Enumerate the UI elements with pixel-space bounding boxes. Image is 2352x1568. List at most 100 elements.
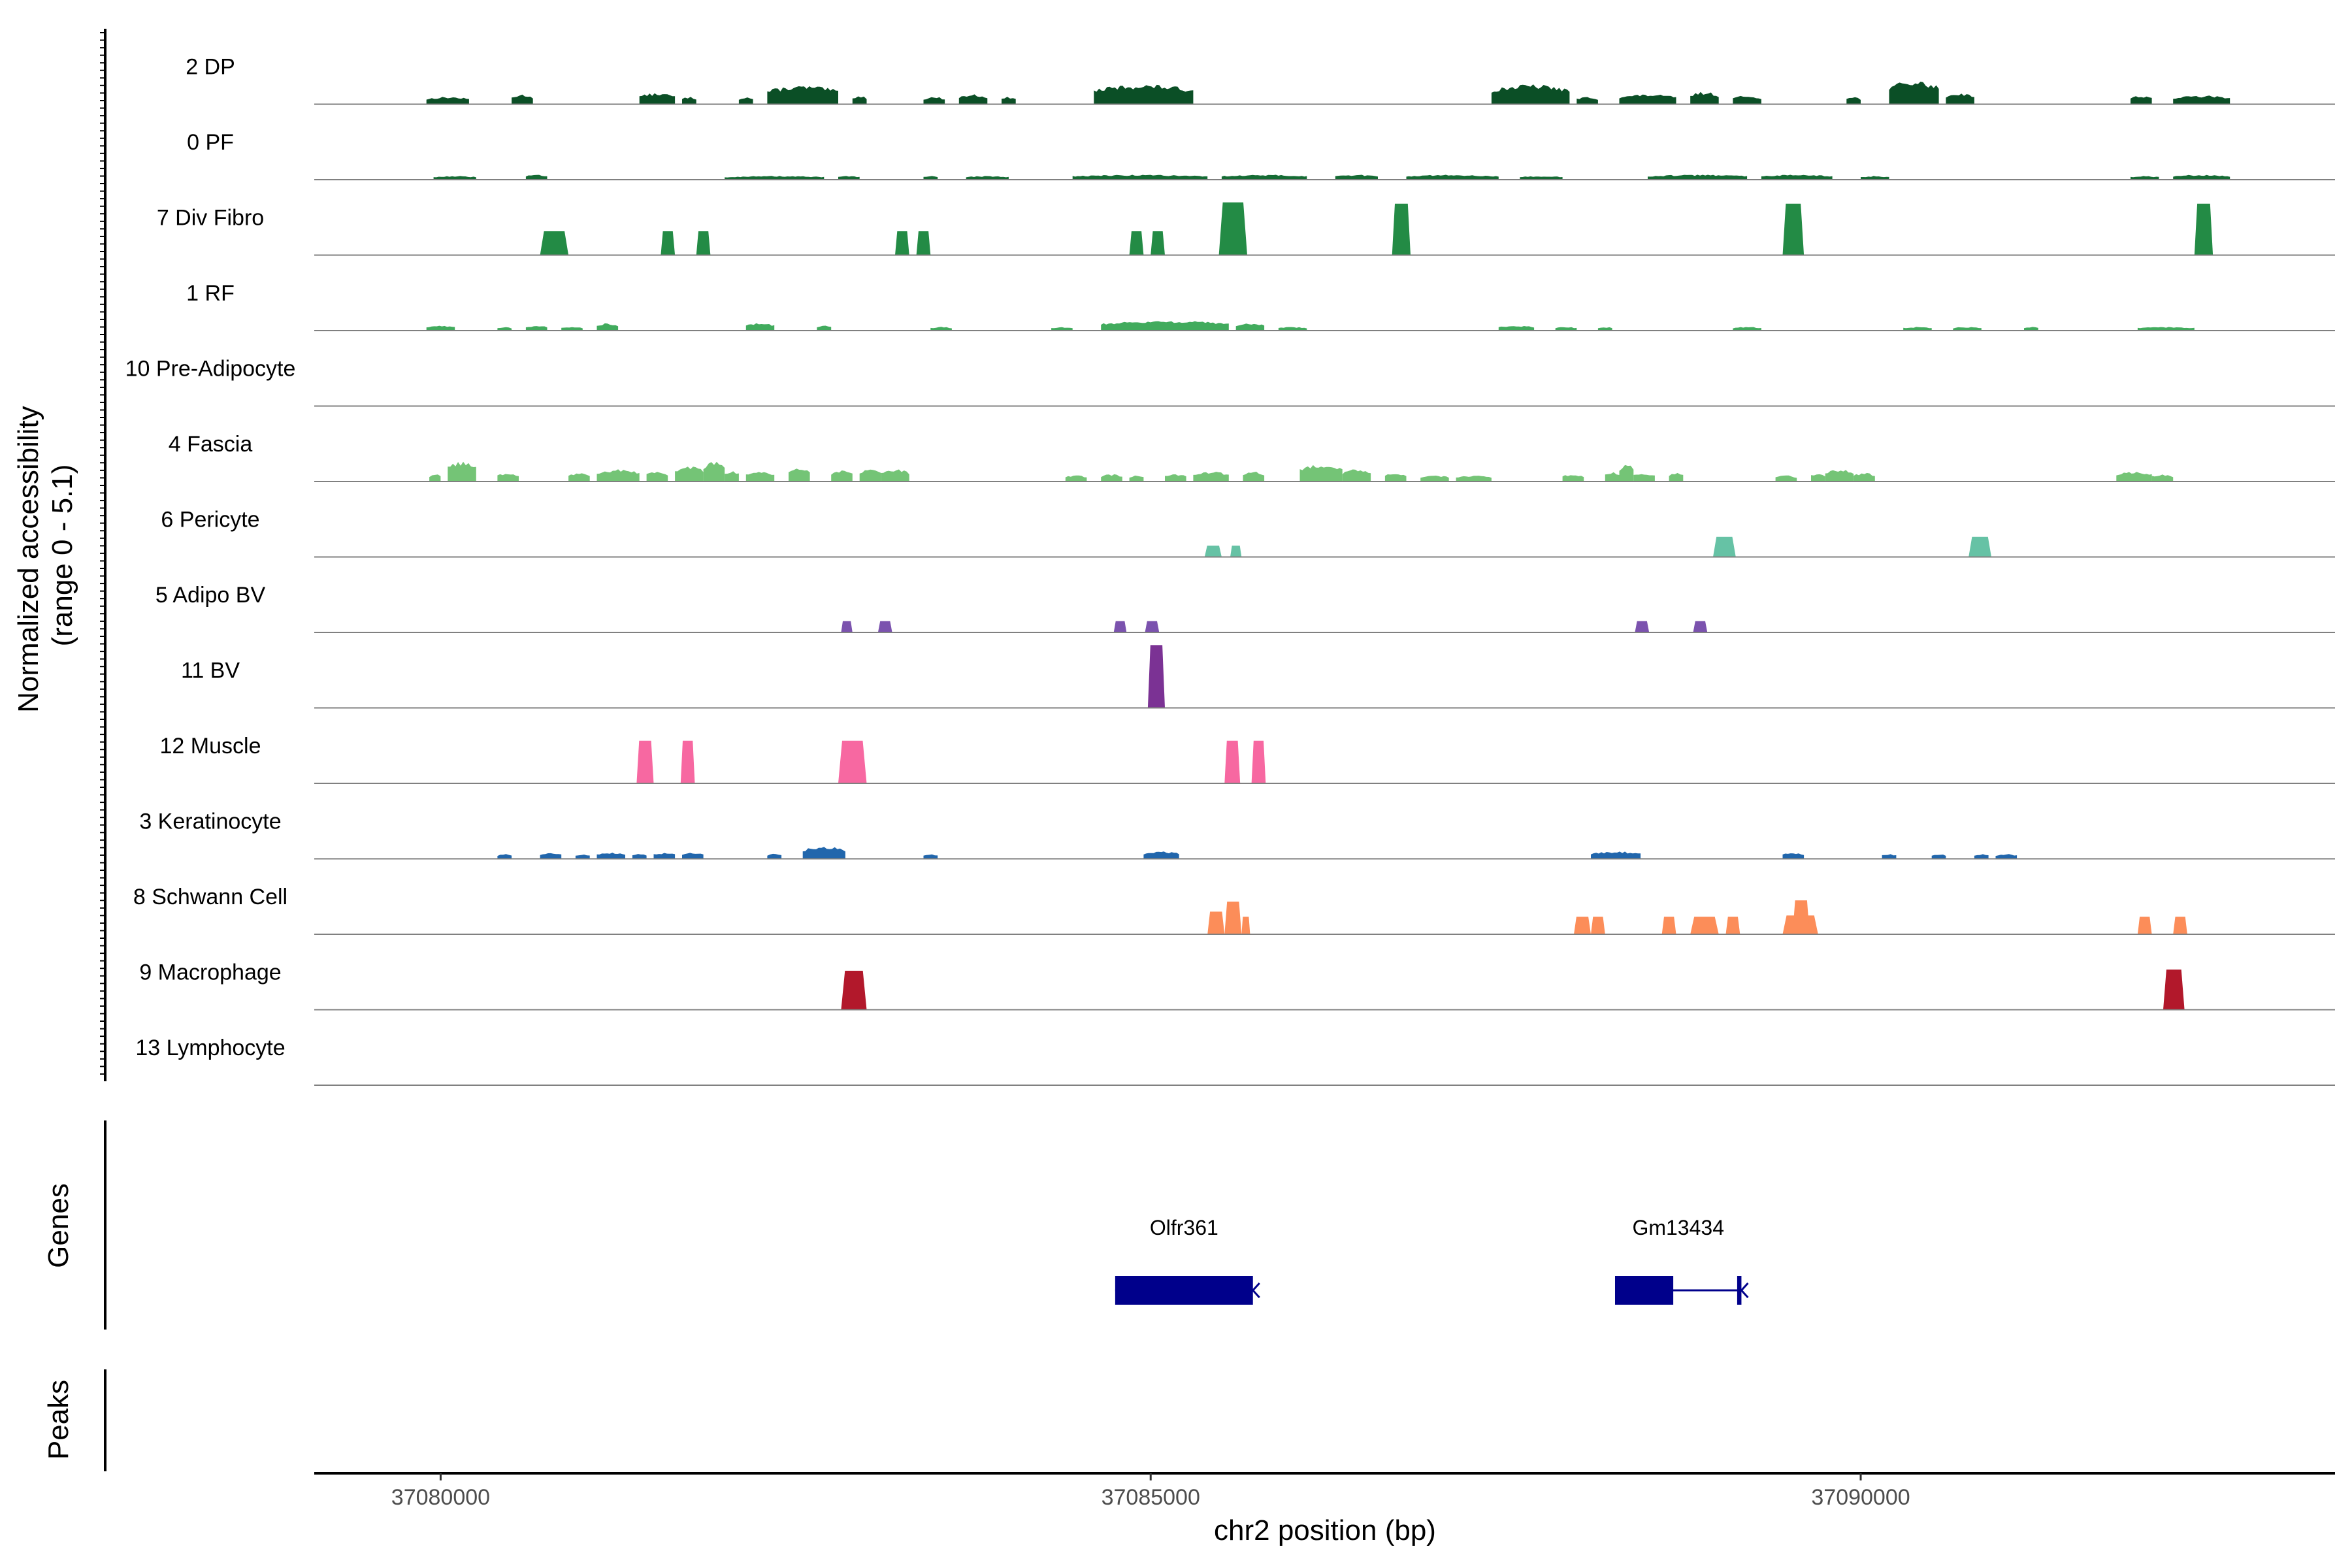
coverage-peak	[1690, 91, 1719, 105]
coverage-peak	[1498, 326, 1535, 331]
coverage-peak	[789, 468, 810, 482]
coverage-peak	[2116, 472, 2152, 482]
coverage-peak	[745, 323, 775, 331]
track-label: 7 Div Fibro	[157, 206, 264, 231]
coverage-peak	[1193, 472, 1229, 482]
x-tick-label: 37090000	[1811, 1485, 1910, 1510]
coverage-peak	[895, 231, 909, 255]
coverage-peak	[1733, 95, 1761, 105]
coverage-peak	[2194, 203, 2213, 255]
track-11-bv: 11 BV	[181, 645, 2335, 709]
coverage-peak	[1761, 174, 1833, 180]
coverage-peak	[540, 231, 569, 255]
track-4-fascia: 4 Fascia	[169, 432, 2335, 482]
coverage-peak	[1693, 621, 1708, 632]
track-8-schwann-cell: 8 Schwann Cell	[133, 885, 2335, 935]
coverage-peak	[1230, 546, 1242, 557]
track-label: 5 Adipo BV	[155, 583, 266, 608]
x-axis-title: chr2 position (bp)	[1214, 1514, 1436, 1546]
coverage-peak	[1151, 231, 1165, 255]
strand-arrow-icon	[1251, 1282, 1260, 1299]
coverage-peak	[525, 174, 547, 180]
coverage-peak	[1574, 917, 1591, 934]
track-2-dp: 2 DP	[186, 55, 2335, 105]
coverage-peak	[1235, 323, 1265, 331]
accessibility-axis-title: Normalized accessibility (range 0 - 5.1)	[12, 398, 78, 713]
strand-arrow-icon	[1740, 1282, 1749, 1299]
coverage-peak	[1224, 902, 1242, 934]
coverage-peak	[703, 461, 725, 482]
coverage-peak	[859, 469, 881, 482]
coverage-peak	[923, 97, 945, 105]
track-label: 12 Muscle	[160, 734, 261, 759]
coverage-peak	[923, 176, 938, 180]
coverage-peak	[1094, 84, 1194, 105]
coverage-peak	[675, 466, 704, 482]
coverage-peak	[1946, 93, 1974, 105]
coverage-peak	[1931, 855, 1946, 859]
coverage-peak	[841, 621, 853, 632]
coverage-peak	[540, 853, 562, 859]
coverage-peak	[817, 325, 832, 331]
track-7-div-fibro: 7 Div Fibro	[157, 202, 2335, 256]
gene-exon	[1614, 1276, 1674, 1305]
coverage-peak	[1713, 536, 1736, 557]
coverage-peak	[1591, 851, 1641, 859]
track-label: 0 PF	[187, 130, 234, 155]
track-label: 3 Keratinocyte	[139, 809, 281, 834]
track-label: 9 Macrophage	[139, 960, 281, 985]
coverage-peak	[1520, 176, 1563, 180]
coverage-peak	[448, 461, 476, 482]
coverage-peak	[802, 847, 845, 859]
gene-label: Olfr361	[1150, 1216, 1218, 1239]
coverage-peak	[1811, 474, 1825, 482]
gene-annotations: Olfr361 Gm13434	[1115, 1216, 1749, 1305]
coverage-peak	[636, 740, 654, 783]
coverage-peak	[1129, 475, 1144, 482]
track-10-pre-adipocyte: 10 Pre-Adipocyte	[125, 357, 2335, 407]
coverage-peak	[1903, 327, 1932, 331]
coverage-peak	[1825, 470, 1854, 482]
gene-exon	[1115, 1276, 1253, 1305]
coverage-peak	[2173, 95, 2230, 105]
coverage-peak	[1406, 174, 1499, 180]
coverage-peak	[1207, 911, 1225, 934]
coverage-peak	[745, 472, 775, 482]
peaks-track-label: Peaks	[42, 1380, 74, 1460]
coverage-peak	[916, 231, 931, 255]
coverage-peak	[682, 853, 704, 859]
coverage-peak	[1690, 917, 1719, 934]
coverage-peak	[1299, 465, 1343, 482]
coverage-peak	[2173, 917, 2187, 934]
coverage-peak	[1782, 203, 1805, 255]
coverage-peak	[966, 176, 1009, 180]
track-9-macrophage: 9 Macrophage	[139, 960, 2335, 1011]
coverage-peak	[2131, 176, 2159, 180]
coverage-peak	[1854, 472, 1875, 482]
coverage-peak	[852, 96, 867, 105]
coverage-peak	[1145, 621, 1160, 632]
coverage-peak	[725, 176, 825, 180]
track-12-muscle: 12 Muscle	[160, 734, 2335, 784]
track-label: 1 RF	[186, 281, 235, 306]
coverage-peak	[1101, 474, 1122, 482]
coverage-peak	[1129, 231, 1144, 255]
coverage-peak	[1725, 917, 1740, 934]
coverage-peak	[1147, 645, 1165, 708]
accessibility-axis-title-line1: Normalized accessibility	[12, 406, 44, 712]
track-1-rf: 1 RF	[186, 281, 2335, 331]
coverage-peak	[1968, 536, 1991, 557]
coverage-peak	[841, 970, 867, 1010]
coverage-peak	[767, 86, 838, 105]
coverage-peak	[632, 854, 647, 859]
coverage-peak	[1669, 472, 1684, 482]
coverage-peak	[877, 621, 892, 632]
coverage-peak	[1384, 474, 1407, 482]
track-3-keratinocyte: 3 Keratinocyte	[139, 809, 2335, 860]
coverage-peak	[1792, 900, 1810, 934]
coverage-peak	[1576, 97, 1598, 105]
track-label: 13 Lymphocyte	[135, 1036, 285, 1060]
coverage-peak	[497, 327, 512, 331]
coverage-peak	[497, 474, 519, 482]
